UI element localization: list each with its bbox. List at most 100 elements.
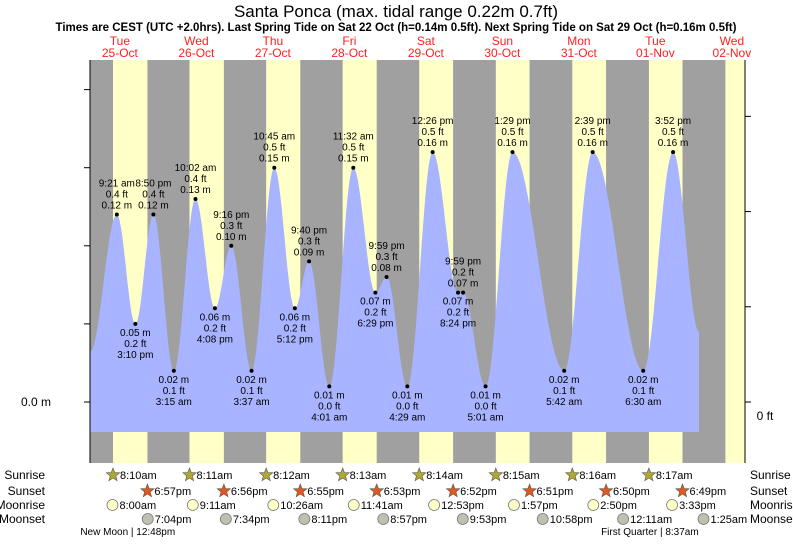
tide-label-m: 0.08 m <box>371 263 402 274</box>
tide-label-m: 0.07 m <box>360 297 391 308</box>
tide-label-time: 10:02 am <box>175 163 217 174</box>
tide-label-time: 9:21 am <box>99 179 135 190</box>
day-date: 27-Oct <box>255 46 292 60</box>
tide-label-time: 3:15 am <box>156 397 192 408</box>
day-date: 28-Oct <box>331 46 368 60</box>
tide-label-ft: 0.1 ft <box>240 386 262 397</box>
moonrise-circle-icon <box>587 499 600 511</box>
tide-label-ft: 0.5 ft <box>501 127 523 138</box>
tide-label-time: 9:40 pm <box>291 225 327 236</box>
tide-point <box>171 368 176 373</box>
sunrise-row-label: Sunrise <box>4 468 45 482</box>
tide-point <box>229 243 234 248</box>
moonset-circle-icon <box>298 513 311 525</box>
chart-subtitle: Times are CEST (UTC +2.0hrs). Last Sprin… <box>56 22 737 34</box>
day-of-week: Wed <box>184 34 208 48</box>
tide-label-m: 0.16 m <box>658 138 689 149</box>
tide-label-ft: 0.4 ft <box>106 190 128 201</box>
tide-point <box>151 212 156 217</box>
moonrise-circle-icon <box>347 499 360 511</box>
tide-label-time: 6:29 pm <box>357 319 393 330</box>
tide-label-m: 0.07 m <box>448 279 479 290</box>
sunrise-time: 8:15am <box>503 470 540 482</box>
sunset-row-label-right: Sunset <box>750 484 788 498</box>
sunset-star-icon <box>445 483 461 498</box>
day-of-week: Sat <box>417 34 436 48</box>
daylight-band <box>725 60 745 463</box>
sunrise-star-icon <box>488 467 504 482</box>
tide-label-ft: 0.2 ft <box>452 268 474 279</box>
tide-point <box>430 150 435 155</box>
tide-label-m: 0.16 m <box>497 138 528 149</box>
tide-label-ft: 0.1 ft <box>553 386 575 397</box>
tide-label-ft: 0.5 ft <box>342 143 364 154</box>
tide-label-ft: 0.2 ft <box>204 323 226 334</box>
tide-label-ft: 0.0 ft <box>318 401 340 412</box>
sunset-time: 6:56pm <box>231 486 268 498</box>
moonrise-time: 2:50pm <box>600 500 637 512</box>
moonset-circle-icon <box>617 513 630 525</box>
tide-point <box>249 368 254 373</box>
sunset-star-icon <box>216 483 232 498</box>
moonrise-time: 8:00am <box>119 500 156 512</box>
tide-labels: 9:21 am0.4 ft0.12 m0.05 m0.2 ft3:10 pm8:… <box>99 116 691 423</box>
tide-label-m: 0.09 m <box>294 247 325 258</box>
sunset-star-icon <box>522 483 538 498</box>
tide-label-time: 5:01 am <box>467 412 503 423</box>
moonrise-circle-icon <box>666 499 678 511</box>
tide-point <box>590 150 595 155</box>
day-of-week: Tue <box>110 34 131 48</box>
day-date: 01-Nov <box>636 46 675 60</box>
moonset-time: 8:57pm <box>390 514 427 526</box>
tide-label-m: 0.12 m <box>138 201 169 212</box>
moonrise-time: 3:33pm <box>679 500 716 512</box>
tide-point <box>292 306 297 311</box>
sunset-star-icon <box>292 483 308 498</box>
tide-label-ft: 0.1 ft <box>632 386 654 397</box>
sunrise-star-icon <box>258 467 274 482</box>
tide-label-ft: 0.3 ft <box>220 221 242 232</box>
day-date: 25-Oct <box>102 46 139 60</box>
tide-label-ft: 0.2 ft <box>284 323 306 334</box>
tide-label-time: 9:59 pm <box>445 257 481 268</box>
tide-point <box>405 384 410 389</box>
moonset-time: 7:04pm <box>155 514 192 526</box>
tide-label-m: 0.16 m <box>417 138 448 149</box>
day-of-week: Wed <box>720 34 744 48</box>
tide-label-time: 8:24 pm <box>440 319 476 330</box>
tide-label-ft: 0.4 ft <box>184 174 206 185</box>
tide-point <box>114 212 119 217</box>
sunrise-star-icon <box>411 467 427 482</box>
tide-label-time: 10:45 am <box>253 132 295 143</box>
tide-label-ft: 0.1 ft <box>163 386 185 397</box>
tide-label-m: 0.10 m <box>216 232 247 243</box>
sunset-row-label: Sunset <box>8 484 46 498</box>
tide-label-m: 0.15 m <box>259 154 290 165</box>
tide-point <box>510 150 515 155</box>
axes <box>84 60 751 463</box>
tide-label-time: 11:32 am <box>333 132 374 143</box>
sunrise-star-icon <box>182 467 198 482</box>
tide-label-m: 0.07 m <box>443 297 474 308</box>
tide-label-time: 9:16 pm <box>213 210 249 221</box>
tide-label-time: 6:30 am <box>625 397 661 408</box>
day-labels: Tue25-OctWed26-OctThu27-OctFri28-OctSat2… <box>102 34 751 60</box>
moonset-time: 9:53pm <box>470 514 507 526</box>
tide-point <box>641 368 646 373</box>
moonrise-time: 1:57pm <box>521 500 558 512</box>
tide-point <box>272 165 277 170</box>
sunrise-star-icon <box>641 467 657 482</box>
tide-point <box>671 150 676 155</box>
moonrise-circle-icon <box>267 499 280 511</box>
tide-label-ft: 0.3 ft <box>375 252 397 263</box>
sunrise-time: 8:17am <box>656 470 693 482</box>
tide-label-time: 3:52 pm <box>655 116 691 127</box>
tide-label-ft: 0.5 ft <box>662 127 684 138</box>
tide-label-m: 0.06 m <box>280 312 311 323</box>
tide-label-time: 12:26 pm <box>412 116 454 127</box>
sunset-time: 6:49pm <box>689 486 726 498</box>
tide-label-ft: 0.3 ft <box>298 236 320 247</box>
sunrise-row-label-right: Sunrise <box>750 468 791 482</box>
moonrise-row-label-right: Moonrise <box>750 498 793 512</box>
tide-point <box>562 368 567 373</box>
